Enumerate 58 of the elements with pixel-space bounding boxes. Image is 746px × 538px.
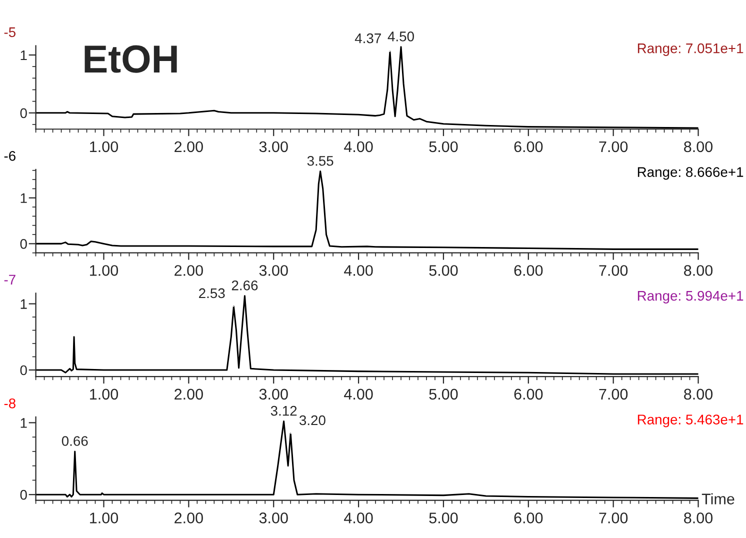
x-tick-label: 2.00 [174,512,203,524]
x-tick-label: 3.00 [259,388,288,400]
text: -8 [4,398,16,408]
x-tick-label: 6.00 [514,141,543,152]
annotation: 2.53 [199,288,225,298]
y-tick-label: 0 [20,108,27,118]
x-tick-label: 5.00 [429,265,458,276]
text: -7 [4,274,16,284]
y-tick-label: 0 [20,239,27,249]
x-tick-label: 3.00 [259,265,288,276]
x-tick-label: 2.00 [174,265,203,276]
x-tick-label: 7.00 [599,512,628,524]
annotation: 2.66 [232,280,258,290]
x-tick-label: 5.00 [429,512,458,524]
x-tick-label: 1.00 [90,388,118,400]
x-tick-label: 4.00 [344,141,373,152]
y-tick-label: 1 [20,299,27,309]
x-tick-label: 8.00 [684,512,713,524]
x-tick-label: 8.00 [684,141,713,152]
x-tick-label: 1.00 [90,265,118,276]
x-tick-label: 8.00 [684,265,713,276]
x-tick-label: 5.00 [429,141,458,152]
y-tick-label: 1 [20,418,27,428]
y-tick-label: 1 [20,193,27,203]
x-tick-label: 2.00 [174,141,203,152]
x-tick-label: 2.00 [174,388,203,400]
text: -6 [4,151,16,161]
x-tick-label: 4.00 [344,512,373,524]
y-tick-label: 0 [20,365,27,376]
x-tick-label: 6.00 [514,388,543,400]
annotation: Range: 5.463e+1 [638,414,744,428]
x-tick-label: 5.00 [429,388,458,400]
annotation: 3.20 [299,415,326,426]
text: -5 [4,27,16,38]
y-tick-label: 1 [20,50,27,60]
x-tick-label: 6.00 [514,265,543,276]
x-tick-label: 3.00 [259,512,288,524]
annotation: Range: 5.994e+1 [638,290,744,304]
x-tick-label: 7.00 [599,141,628,152]
annotation: 3.55 [307,156,334,166]
x-tick-label: 3.00 [259,141,288,152]
annotation: 4.37 [354,33,381,44]
annotation: 0.66 [62,436,88,446]
x-tick-label: 7.00 [599,388,628,400]
x-tick-label: 1.00 [90,512,118,524]
x-tick-label: 8.00 [684,388,713,400]
x-tick-label: 1.00 [90,141,118,152]
y-tick-label: 0 [20,490,27,500]
x-tick-label: 4.00 [344,388,373,400]
x-tick-label: 7.00 [599,265,628,276]
x-tick-label: 4.00 [344,265,373,276]
x-axis-title: Time [702,493,734,504]
annotation: Range: 7.051e+1 [638,43,744,56]
annotation: 4.50 [388,32,414,42]
annotation: 3.12 [270,406,297,416]
annotation: EtOH [84,45,177,73]
x-tick-label: 6.00 [514,512,543,524]
annotation: Range: 8.666e+1 [638,167,744,180]
